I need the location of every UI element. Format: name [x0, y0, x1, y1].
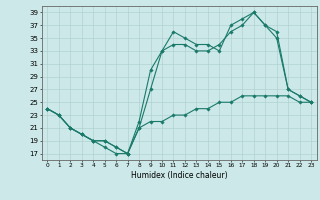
X-axis label: Humidex (Indice chaleur): Humidex (Indice chaleur) [131, 171, 228, 180]
